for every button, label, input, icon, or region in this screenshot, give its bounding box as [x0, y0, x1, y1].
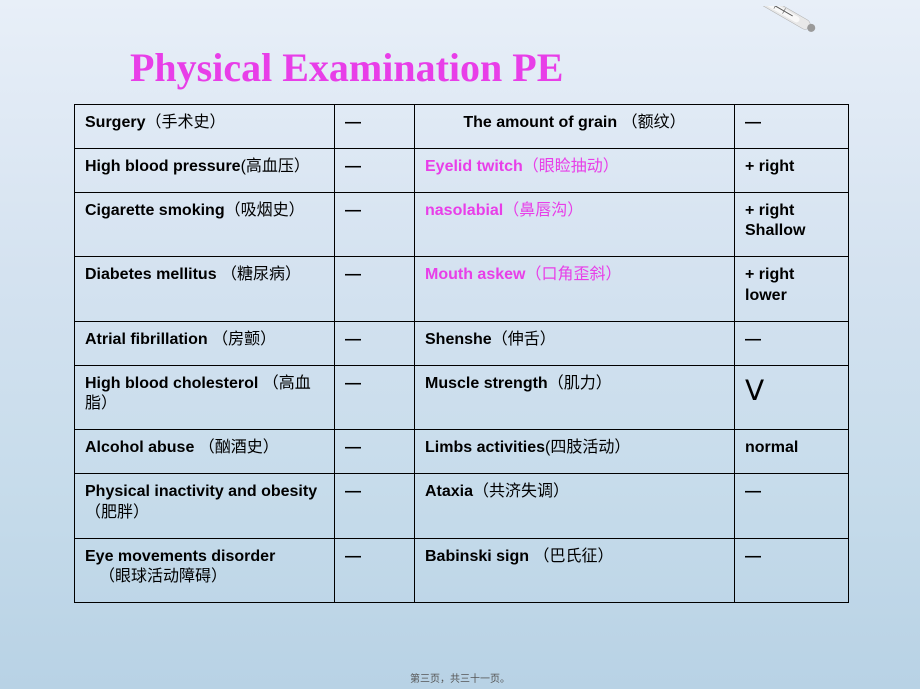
page-title: Physical Examination PE: [130, 44, 563, 91]
exam-value: + right lower: [735, 257, 849, 322]
exam-item: Babinski sign （巴氏征）: [415, 538, 735, 603]
history-item: High blood pressure(高血压）: [75, 148, 335, 192]
exam-item: Eyelid twitch（眼睑抽动）: [415, 148, 735, 192]
exam-item: The amount of grain （额纹）: [415, 105, 735, 149]
exam-value: —: [735, 473, 849, 538]
exam-item: Limbs activities(四肢活动）: [415, 430, 735, 474]
table-row: Surgery（手术史）—The amount of grain （额纹）—: [75, 105, 849, 149]
exam-item: Muscle strength（肌力）: [415, 365, 735, 430]
exam-value: —: [735, 321, 849, 365]
history-value: —: [335, 105, 415, 149]
history-value: —: [335, 321, 415, 365]
table-row: Atrial fibrillation （房颤）—Shenshe（伸舌）—: [75, 321, 849, 365]
exam-value: Ⅴ: [735, 365, 849, 430]
exam-value: + right: [735, 148, 849, 192]
table-row: Alcohol abuse （酗酒史）—Limbs activities(四肢活…: [75, 430, 849, 474]
table-row: Physical inactivity and obesity （肥胖）—Ata…: [75, 473, 849, 538]
exam-value: —: [735, 538, 849, 603]
exam-value: normal: [735, 430, 849, 474]
history-value: —: [335, 148, 415, 192]
history-value: —: [335, 473, 415, 538]
pe-table: Surgery（手术史）—The amount of grain （额纹）—Hi…: [74, 104, 848, 603]
history-value: —: [335, 365, 415, 430]
history-item: Alcohol abuse （酗酒史）: [75, 430, 335, 474]
history-item: Eye movements disorder（眼球活动障碍）: [75, 538, 335, 603]
table-row: Diabetes mellitus （糖尿病）—Mouth askew（口角歪斜…: [75, 257, 849, 322]
history-item: Atrial fibrillation （房颤）: [75, 321, 335, 365]
table-row: High blood cholesterol （高血脂）—Muscle stre…: [75, 365, 849, 430]
history-item: High blood cholesterol （高血脂）: [75, 365, 335, 430]
history-value: —: [335, 192, 415, 257]
table-row: Cigarette smoking（吸烟史）—nasolabial（鼻唇沟）+ …: [75, 192, 849, 257]
history-item: Physical inactivity and obesity （肥胖）: [75, 473, 335, 538]
exam-item: nasolabial（鼻唇沟）: [415, 192, 735, 257]
table-row: Eye movements disorder（眼球活动障碍）—Babinski …: [75, 538, 849, 603]
exam-item: Shenshe（伸舌）: [415, 321, 735, 365]
exam-item: Mouth askew（口角歪斜）: [415, 257, 735, 322]
history-value: —: [335, 538, 415, 603]
slide: Physical Examination PE Surgery（手术史）—The…: [0, 0, 920, 689]
history-item: Surgery（手术史）: [75, 105, 335, 149]
thermometer-icon: [630, 6, 860, 96]
history-item: Cigarette smoking（吸烟史）: [75, 192, 335, 257]
exam-value: + right Shallow: [735, 192, 849, 257]
history-item: Diabetes mellitus （糖尿病）: [75, 257, 335, 322]
exam-item: Ataxia（共济失调）: [415, 473, 735, 538]
exam-value: —: [735, 105, 849, 149]
footer-pagination: 第三页，共三十一页。: [0, 670, 920, 685]
history-value: —: [335, 430, 415, 474]
table-row: High blood pressure(高血压）—Eyelid twitch（眼…: [75, 148, 849, 192]
history-value: —: [335, 257, 415, 322]
